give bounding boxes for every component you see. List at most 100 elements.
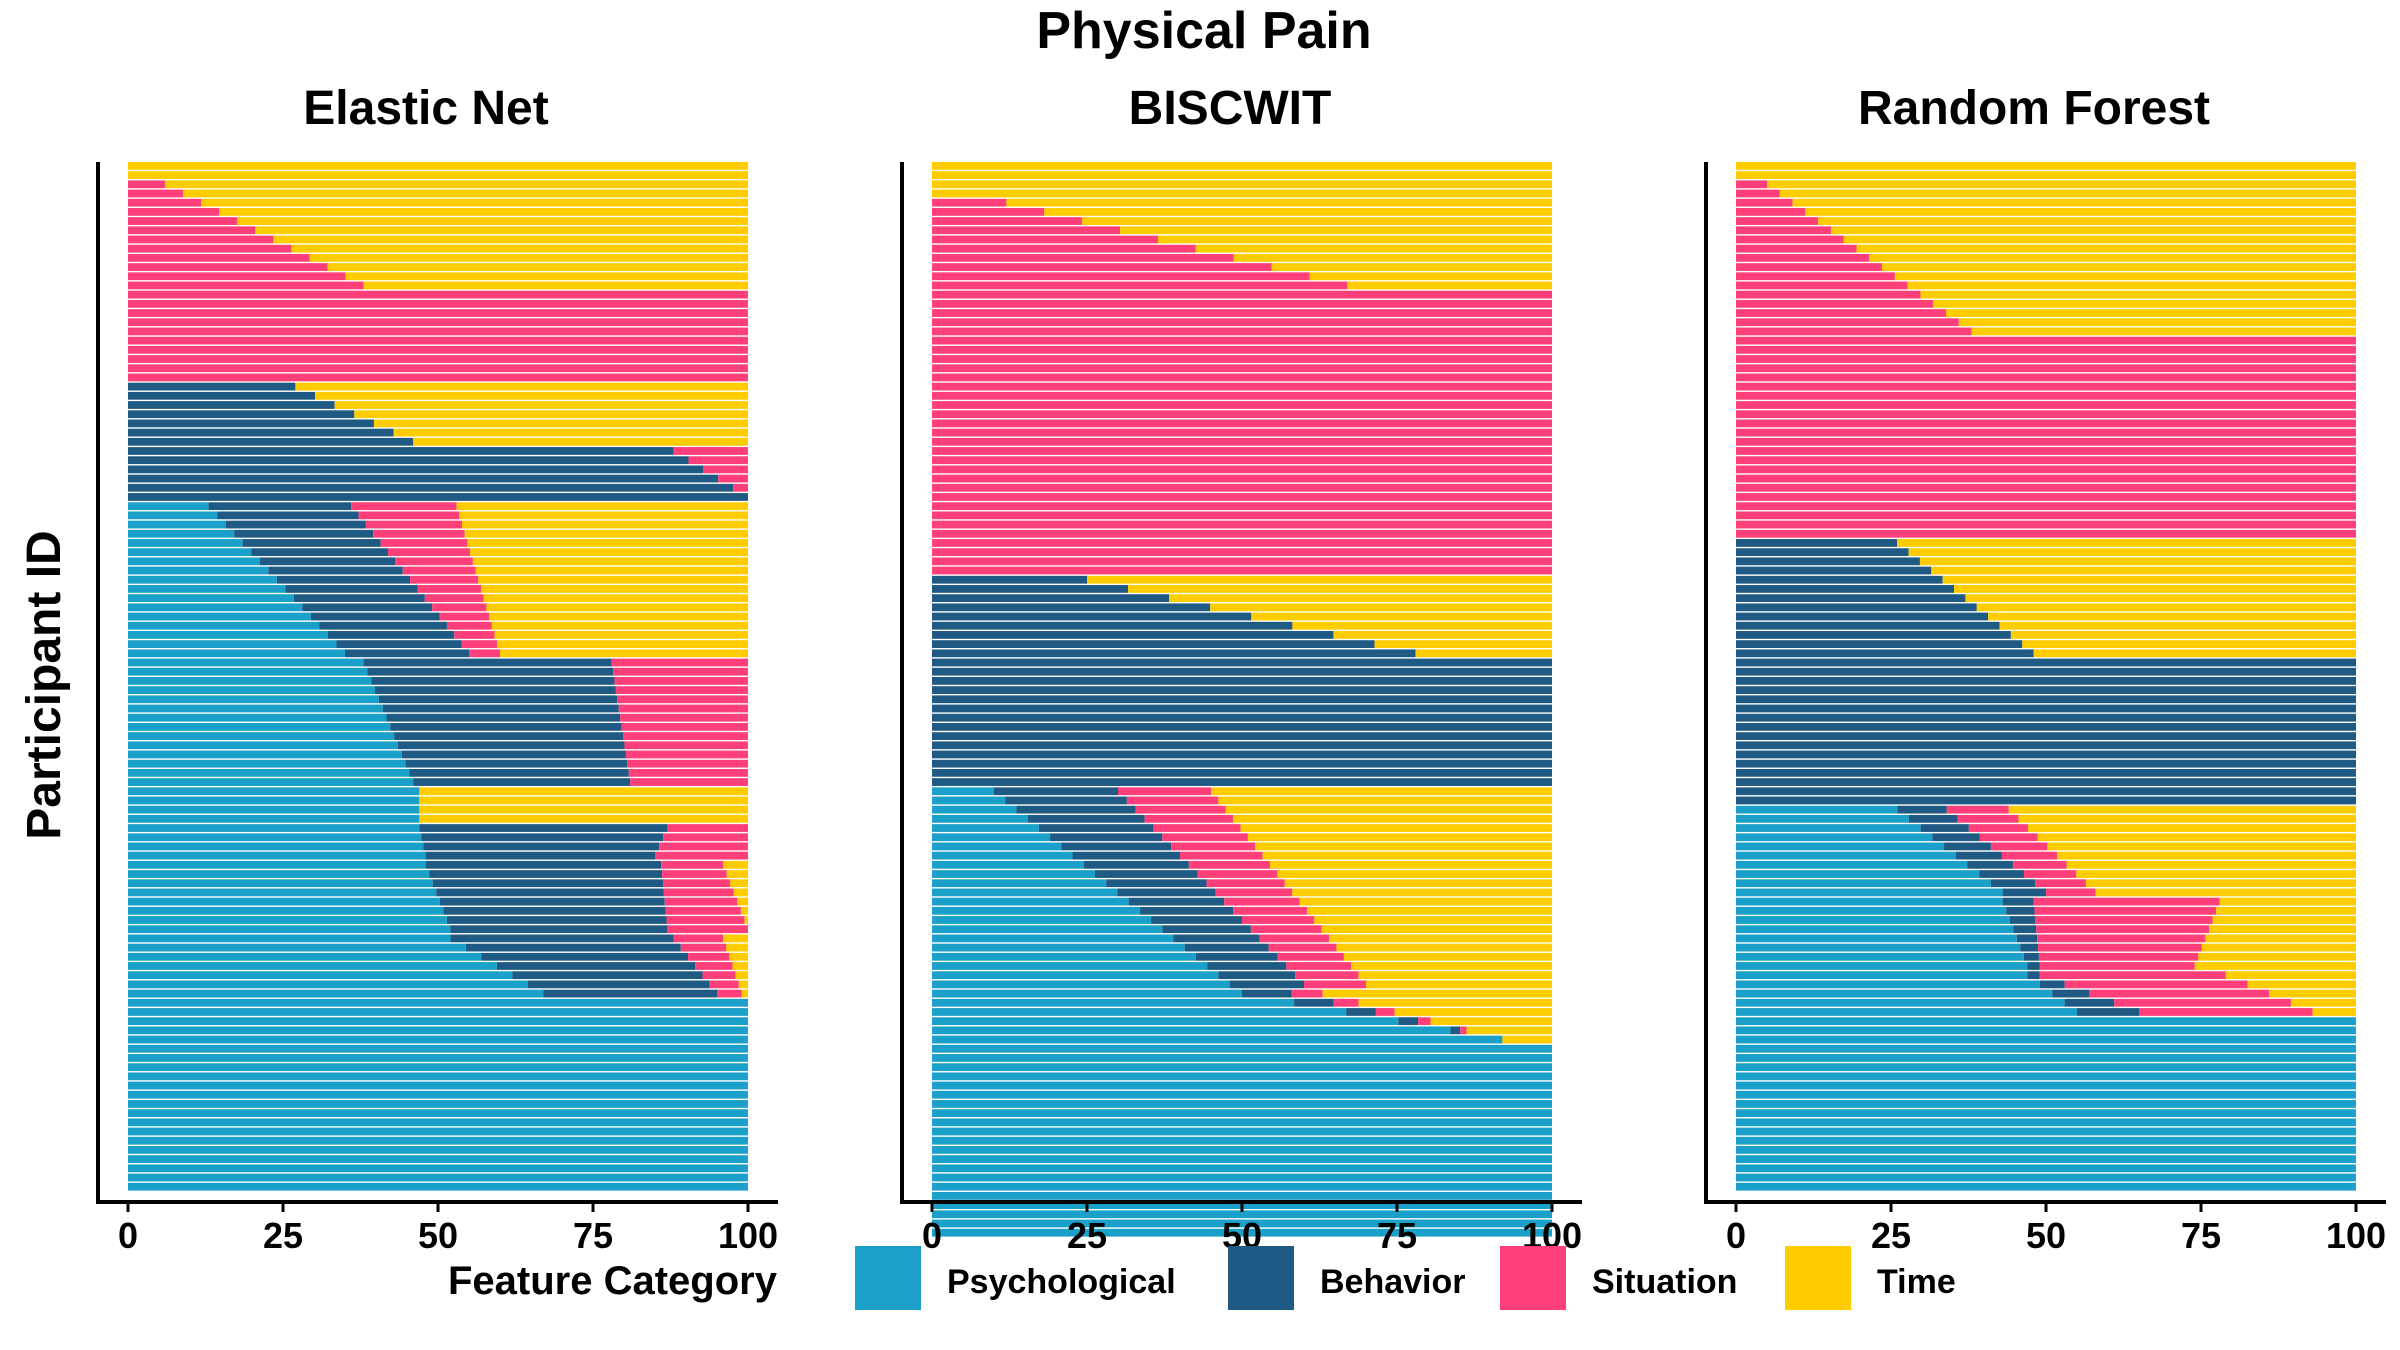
bar-segment-psychological — [128, 686, 376, 694]
bar-segment-behavior — [1736, 704, 2356, 713]
bar-segment-situation — [432, 603, 487, 612]
bar-segment-psychological — [128, 722, 391, 731]
bar-segment-time — [723, 934, 748, 943]
bar-segment-time — [737, 897, 748, 906]
bar-segment-behavior — [1736, 566, 1932, 575]
bar-segment-time — [2018, 814, 2356, 823]
bar-segment-time — [475, 566, 748, 575]
bar-segment-time — [1954, 585, 2356, 593]
bar-segment-situation — [128, 253, 310, 262]
bar-segment-behavior — [2020, 943, 2039, 952]
x-tick-label: 25 — [1871, 1215, 1911, 1256]
bar-segment-time — [726, 870, 748, 878]
bar-segment-situation — [663, 888, 734, 897]
bar-segment-behavior — [242, 539, 381, 547]
bar-segment-behavior — [2027, 962, 2040, 970]
bar-segment-psychological — [932, 1173, 1552, 1182]
bar-segment-time — [2205, 934, 2356, 943]
bar-segment-psychological — [128, 529, 235, 538]
bar-segment-time — [1946, 309, 2356, 317]
bar-segment-psychological — [932, 1136, 1552, 1145]
bar-segment-situation — [1224, 897, 1300, 906]
bar-segment-behavior — [128, 474, 719, 483]
bar-segment-time — [1292, 621, 1552, 630]
bar-segment-behavior — [425, 851, 655, 860]
bar-segment-psychological — [128, 557, 260, 566]
bar-segment-situation — [625, 750, 748, 759]
bar-segment-behavior — [1736, 557, 1920, 566]
bar-segment-psychological — [128, 1109, 748, 1118]
bar-segment-situation — [666, 916, 745, 924]
bar-segment-behavior — [293, 594, 425, 603]
bar-segment-situation — [618, 704, 748, 713]
bar-segment-situation — [128, 198, 202, 207]
bar-segment-situation — [1206, 879, 1285, 888]
bar-segment-situation — [932, 557, 1552, 566]
bar-segment-time — [467, 539, 748, 547]
bar-segment-situation — [410, 575, 479, 584]
bar-segment-behavior — [327, 631, 455, 639]
bar-segment-psychological — [932, 1182, 1552, 1191]
bar-segment-time — [201, 198, 749, 207]
bar-segment-behavior — [1736, 575, 1943, 584]
bar-segment-situation — [667, 824, 748, 832]
bar-segment-situation — [128, 281, 364, 290]
bar-segment-psychological — [128, 1164, 748, 1173]
bar-segment-time — [2076, 870, 2356, 878]
bar-segment-behavior — [1398, 1017, 1419, 1026]
bar-segment-psychological — [128, 934, 451, 943]
bar-segment-time — [497, 640, 748, 649]
bar-segment-time — [1958, 318, 2356, 327]
bar-segment-situation — [932, 447, 1552, 455]
panel-title: Elastic Net — [303, 82, 548, 135]
bar-segment-behavior — [310, 612, 440, 621]
bar-segment-situation — [1118, 787, 1211, 796]
bar-segment-situation — [932, 382, 1552, 391]
bar-segment-behavior — [1736, 621, 2000, 630]
bar-segment-psychological — [128, 741, 398, 750]
bar-segment-behavior — [1195, 952, 1278, 961]
bar-segment-psychological — [932, 971, 1219, 980]
bar-segment-situation — [665, 906, 741, 915]
bar-segment-psychological — [128, 998, 748, 1007]
bar-segment-situation — [932, 529, 1552, 538]
bar-segment-psychological — [1736, 824, 1921, 832]
bar-segment-time — [1255, 842, 1552, 851]
bar-segment-behavior — [1207, 962, 1287, 970]
bar-segment-situation — [1736, 447, 2356, 455]
bar-segment-situation — [1268, 943, 1337, 952]
x-tick-label: 25 — [263, 1215, 303, 1256]
bar-segment-situation — [932, 539, 1552, 547]
bar-segment-psychological — [128, 989, 544, 998]
bar-segment-psychological — [128, 1118, 748, 1127]
bar-segment-situation — [932, 483, 1552, 492]
bar-segment-situation — [932, 272, 1310, 281]
bar-segment-situation — [1736, 428, 2356, 437]
bar-segment-situation — [630, 778, 748, 786]
bar-segment-psychological — [1736, 1109, 2356, 1118]
legend-label-psychological: Psychological — [947, 1263, 1176, 1301]
bar-segment-situation — [2023, 870, 2077, 878]
bar-segment-situation — [365, 520, 463, 529]
bar-segment-behavior — [234, 529, 374, 538]
bar-segment-behavior — [932, 778, 1552, 786]
bar-segment-situation — [680, 943, 727, 952]
bar-segment-psychological — [1736, 980, 2040, 989]
bar-segment-time — [1306, 906, 1552, 915]
bar-segment-psychological — [128, 833, 422, 842]
bar-segment-behavior — [496, 962, 696, 970]
bar-segment-situation — [617, 695, 748, 704]
bar-segment-psychological — [128, 1127, 748, 1136]
bar-segment-psychological — [932, 1017, 1399, 1026]
bar-segment-situation — [128, 327, 748, 336]
bar-segment-time — [295, 382, 748, 391]
bar-segment-psychological — [128, 787, 420, 796]
bar-segment-behavior — [419, 824, 668, 832]
bar-segment-psychological — [128, 906, 444, 915]
bar-segment-behavior — [1736, 594, 1966, 603]
bar-segment-psychological — [128, 768, 410, 777]
bar-segment-time — [732, 962, 748, 970]
bar-segment-psychological — [1736, 1008, 2077, 1016]
bar-segment-behavior — [302, 603, 433, 612]
